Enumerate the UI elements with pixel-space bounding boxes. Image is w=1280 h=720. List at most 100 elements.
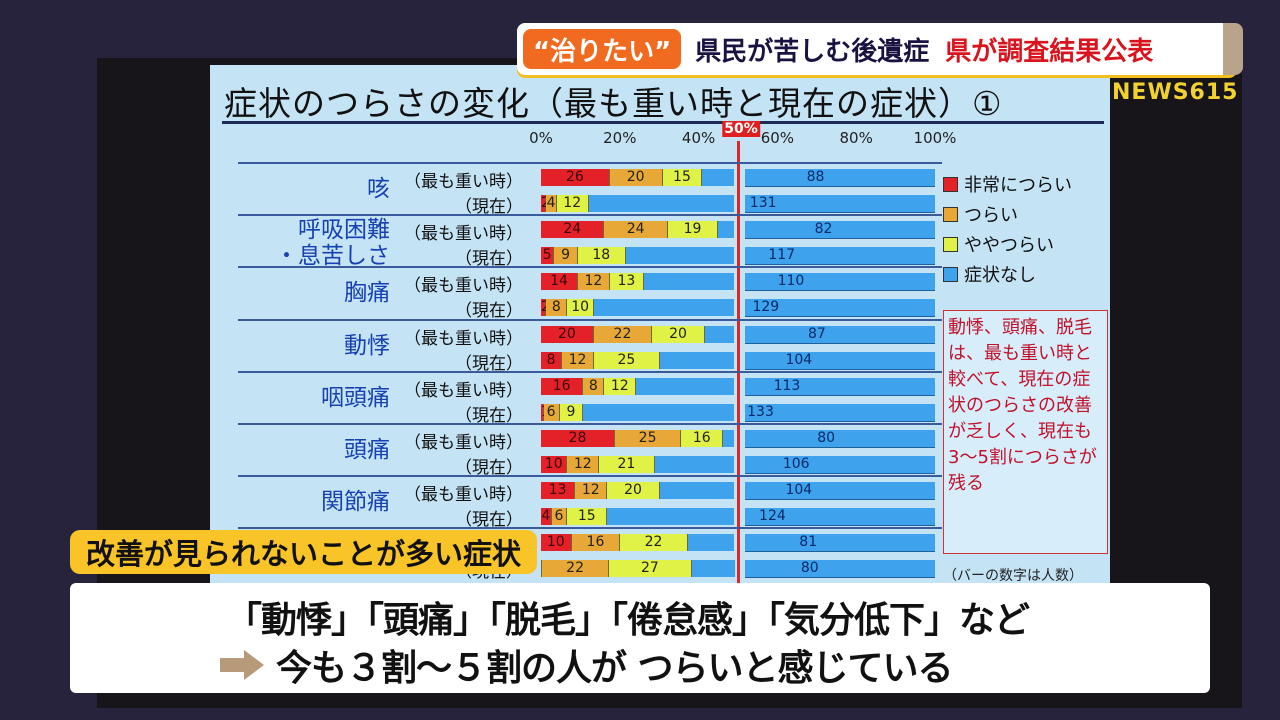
bar-segment-no-symptom: 88 bbox=[745, 169, 935, 187]
slide-title: 症状のつらさの変化（最も重い時と現在の症状）① bbox=[224, 84, 1003, 123]
stacked-bar: 5 9 18 bbox=[541, 247, 734, 265]
bar-segment: 20 bbox=[652, 325, 705, 343]
bar-segment: 20 bbox=[541, 325, 594, 343]
bar-segment-no-symptom: 131 bbox=[745, 195, 935, 213]
bar-segment: 22 bbox=[542, 560, 610, 578]
stacked-bar: 2412 bbox=[541, 195, 734, 212]
bar-segment bbox=[654, 456, 734, 473]
bar-segment: 4 bbox=[546, 195, 557, 212]
bar-segment: 9 bbox=[554, 247, 579, 265]
stacked-bar: 28 25 16 bbox=[541, 430, 734, 447]
bar-segment: 10 bbox=[567, 299, 594, 317]
legend-label: 症状なし bbox=[964, 265, 1036, 286]
bar-segment: 26 bbox=[541, 169, 610, 186]
bar-segment: 8 bbox=[546, 299, 568, 317]
bar-segment bbox=[583, 403, 734, 421]
period-label-now: （現在） bbox=[455, 458, 523, 478]
period-label-worst: （最も重い時） bbox=[404, 276, 523, 297]
group-divider bbox=[238, 475, 942, 478]
bar-segment bbox=[704, 325, 734, 343]
channel-logo: NEWS615 bbox=[1112, 80, 1239, 105]
lower-caption: 「動悸」「頭痛」「脱毛」「倦怠感」「気分低下」など 今も３割～５割の人が つらい… bbox=[70, 583, 1210, 693]
stacked-bar: 26 20 15 bbox=[541, 169, 734, 186]
group-divider bbox=[238, 266, 942, 269]
bar-segment bbox=[687, 534, 734, 552]
axis-tick: 40% bbox=[681, 129, 716, 147]
footnote: （バーの数字は人数） bbox=[943, 568, 1083, 584]
period-label-now: （現在） bbox=[455, 353, 523, 374]
bar-segment: 22 bbox=[593, 325, 653, 343]
legend-item: ややつらい bbox=[943, 229, 1072, 259]
bar-segment: 8 bbox=[583, 377, 605, 395]
group-divider bbox=[238, 318, 942, 321]
bar-segment: 13 bbox=[609, 273, 645, 291]
bar-segment bbox=[691, 560, 735, 578]
caption-line-1: 「動悸」「頭痛」「脱毛」「倦怠感」「気分低下」など bbox=[226, 600, 1030, 641]
bar-segment-no-symptom: 110 bbox=[745, 273, 935, 292]
legend-item: 非常につらい bbox=[943, 169, 1072, 199]
bar-segment: 6 bbox=[543, 403, 560, 421]
period-label-worst: （最も重い時） bbox=[404, 172, 523, 192]
bar-segment: 20 bbox=[609, 169, 663, 186]
bar-segment: 25 bbox=[615, 430, 682, 447]
axis-tick: 0% bbox=[529, 129, 553, 147]
bar-segment: 10 bbox=[541, 456, 568, 473]
bar-segment bbox=[588, 195, 734, 212]
bar-segment-no-symptom: 87 bbox=[745, 325, 935, 344]
stacked-bar: 10 16 22 bbox=[541, 534, 734, 552]
bar-segment: 12 bbox=[604, 377, 637, 395]
stacked-bar: 16 8 12 bbox=[541, 377, 734, 395]
legend-item: つらい bbox=[943, 199, 1072, 229]
symptom-label: 関節痛 bbox=[321, 489, 390, 516]
headline-banner: “治りたい” 県民が苦しむ後遺症 県が調査結果公表 bbox=[517, 23, 1243, 75]
bar-segment-no-symptom: 104 bbox=[745, 482, 935, 501]
bar-segment: 2 bbox=[541, 299, 550, 317]
title-underline bbox=[222, 121, 1104, 124]
bar-segment-no-symptom: 113 bbox=[745, 377, 935, 396]
bar-segment-no-symptom: 80 bbox=[745, 560, 935, 579]
bar-segment: 12 bbox=[556, 195, 589, 212]
fifty-percent-line bbox=[737, 141, 740, 585]
period-label-now: （現在） bbox=[455, 405, 523, 426]
bar-segment bbox=[593, 299, 734, 317]
symptom-label: 頭痛 bbox=[344, 437, 390, 463]
symptom-label: 呼吸困難 ・息苦しさ bbox=[275, 217, 390, 270]
bar-segment: 8 bbox=[541, 351, 563, 369]
caption-line-2: 今も３割～５割の人が つらいと感じている bbox=[276, 648, 954, 689]
bar-segment-no-symptom: 80 bbox=[745, 430, 935, 448]
stacked-bar: 8 12 25 bbox=[541, 351, 734, 369]
bar-segment-no-symptom: 129 bbox=[745, 299, 935, 318]
bar-segment: 21 bbox=[599, 456, 655, 473]
legend-label: つらい bbox=[964, 205, 1018, 226]
group-divider bbox=[238, 214, 942, 217]
bar-segment: 6 bbox=[551, 508, 568, 526]
bar-segment-no-symptom: 82 bbox=[745, 221, 935, 240]
bar-segment bbox=[644, 273, 734, 291]
bar-segment bbox=[541, 560, 542, 578]
legend-swatch-icon bbox=[943, 236, 958, 252]
stacked-bar: 4 6 15 bbox=[541, 508, 734, 526]
bar-segment: 22 bbox=[620, 534, 688, 552]
stacked-bar: 169 bbox=[541, 403, 734, 421]
bar-segment: 13 bbox=[541, 482, 576, 500]
axis-tick: 20% bbox=[603, 129, 637, 147]
fifty-percent-marker-label: 50% bbox=[722, 121, 760, 137]
axis-tick: 60% bbox=[760, 129, 795, 147]
bar-segment bbox=[723, 430, 734, 447]
right-arrow-icon bbox=[220, 650, 264, 680]
bar-segment: 12 bbox=[567, 456, 600, 473]
banner-corner bbox=[1223, 23, 1243, 75]
bar-segment bbox=[718, 221, 734, 239]
period-label-now: （現在） bbox=[455, 510, 523, 531]
bar-segment: 16 bbox=[571, 534, 621, 552]
legend-label: ややつらい bbox=[964, 235, 1054, 256]
legend-swatch-icon bbox=[943, 266, 958, 282]
group-divider bbox=[238, 527, 942, 530]
period-label-now: （現在） bbox=[455, 301, 523, 322]
bar-segment: 5 bbox=[541, 247, 555, 265]
bar-segment: 24 bbox=[541, 221, 605, 239]
stacked-bar: 24 24 19 bbox=[541, 221, 734, 239]
bar-segment bbox=[625, 247, 734, 265]
bar-segment: 12 bbox=[578, 273, 610, 291]
axis-tick: 100% bbox=[913, 129, 957, 147]
